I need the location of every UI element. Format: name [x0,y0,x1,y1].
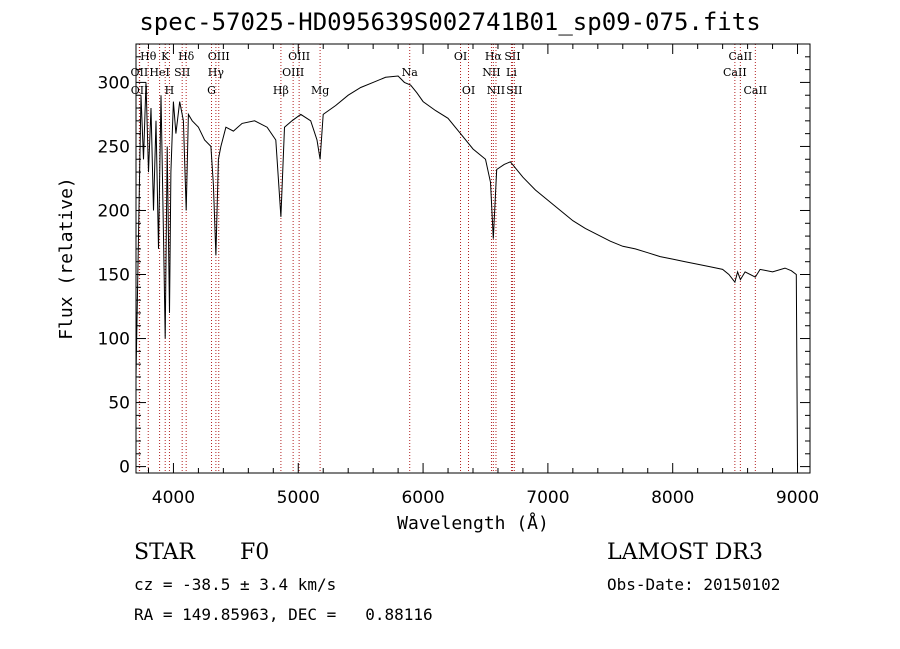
line-label-Li: Li [506,66,517,79]
line-label-OII: OII [131,66,149,79]
line-label-K: K [161,50,170,63]
coordinates: RA = 149.85963, DEC = 0.88116 [134,605,433,624]
line-label-OI: OI [462,84,475,97]
x-tick-label: 4000 [152,488,195,508]
line-label-SII: SII [506,84,522,97]
line-label-Na: Na [402,66,419,79]
object-class: STAR [134,540,195,565]
y-tick-label: 100 [98,330,130,350]
spectrum-line [135,75,798,467]
line-label-SII: SII [504,50,520,63]
line-label-CaII: CaII [723,66,747,79]
line-label-Mg: Mg [311,84,329,97]
line-label-OIII: OIII [208,50,230,63]
y-tick-label: 50 [108,394,130,414]
x-tick-label: 9000 [776,488,819,508]
subclass: F0 [240,540,270,565]
line-label-Hα: Hα [485,50,503,63]
line-label-HeI: HeI [149,66,169,79]
chart-title: spec-57025-HD095639S002741B01_sp09-075.f… [139,8,761,36]
y-tick-label: 250 [98,137,130,157]
line-label-Hδ: Hδ [178,50,195,63]
y-tick-label: 300 [98,73,130,93]
x-axis-label: Wavelength (Å) [397,512,549,534]
x-tick-label: 6000 [401,488,444,508]
line-label-CaII: CaII [743,84,767,97]
y-tick-label: 200 [98,201,130,221]
line-label-NII: NII [482,66,500,79]
line-label-OIII: OIII [282,66,304,79]
line-label-Hθ: Hθ [140,50,157,63]
redshift-cz: cz = -38.5 ± 3.4 km/s [134,575,337,594]
line-label-OII: OII [131,84,149,97]
plot-frame [135,43,811,474]
obs-date: Obs-Date: 20150102 [607,575,781,594]
x-tick-label: 5000 [277,488,320,508]
line-label-H: H [165,84,175,97]
line-label-SII: SII [174,66,190,79]
line-label-OI: OI [454,50,467,63]
line-label-OIII: OIII [288,50,310,63]
y-tick-label: 150 [98,266,130,286]
y-axis-label: Flux (relative) [56,177,77,340]
line-label-Hβ: Hβ [273,84,289,97]
y-tick-label: 0 [119,458,130,478]
line-label-G: G [207,84,216,97]
line-label-Hγ: Hγ [208,66,225,79]
survey-name: LAMOST DR3 [607,540,763,565]
line-label-CaII: CaII [729,50,753,63]
x-tick-label: 7000 [526,488,569,508]
x-tick-label: 8000 [651,488,694,508]
line-label-NII: NII [487,84,505,97]
